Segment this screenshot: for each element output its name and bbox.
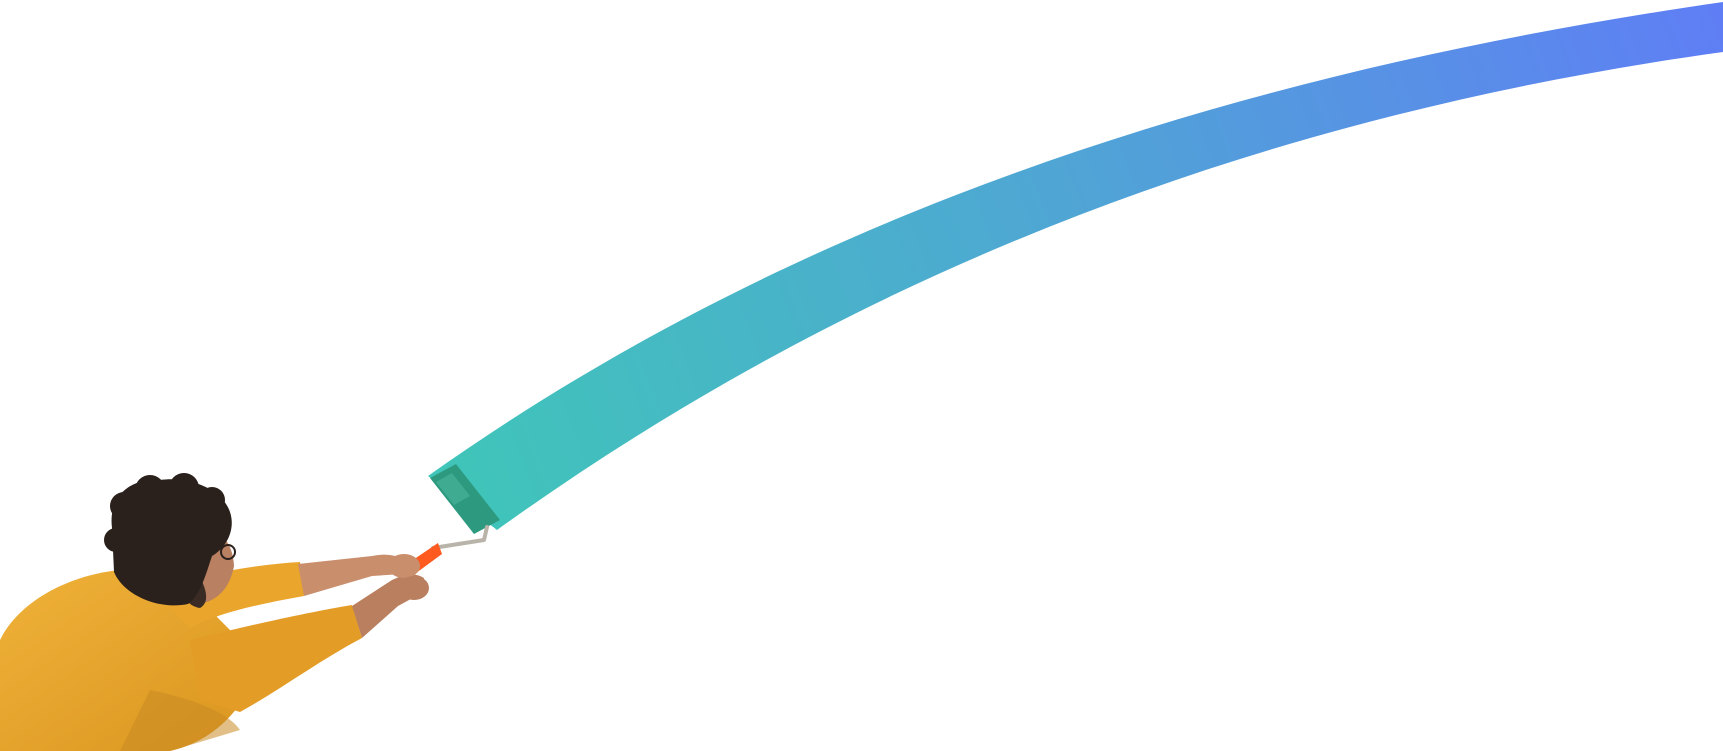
hair-curl-4 bbox=[199, 487, 225, 513]
sweater-arm-upper bbox=[150, 562, 304, 628]
hand-upper bbox=[388, 554, 420, 578]
hair-curl-3 bbox=[169, 473, 199, 503]
sweater-arm-lower bbox=[190, 605, 362, 712]
hair-curl-2 bbox=[135, 475, 165, 505]
person bbox=[0, 473, 429, 751]
sweater-shadow bbox=[120, 690, 240, 751]
glasses bbox=[220, 544, 236, 560]
roller-cylinder-highlight bbox=[436, 473, 470, 505]
hair-curl-1 bbox=[110, 492, 138, 520]
hair-curl-5 bbox=[104, 528, 128, 552]
roller-frame bbox=[431, 525, 489, 550]
paint-stroke bbox=[428, 2, 1723, 530]
hand-lower bbox=[399, 576, 429, 600]
forearm-upper bbox=[298, 554, 404, 596]
hair bbox=[111, 479, 232, 606]
